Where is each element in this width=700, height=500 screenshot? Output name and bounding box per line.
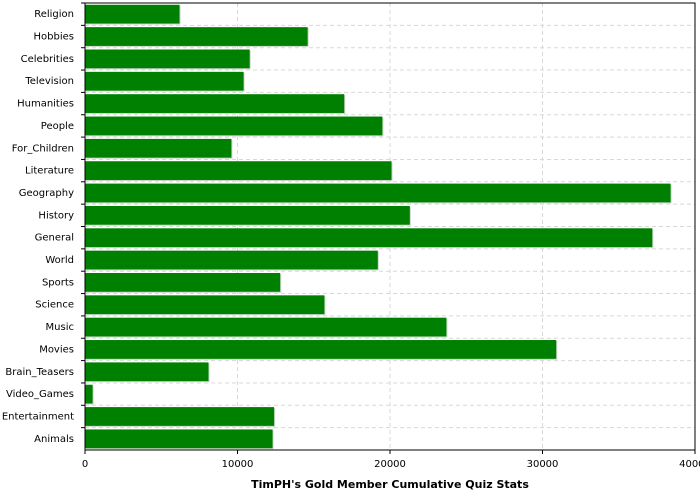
y-tick-label: Music — [46, 322, 74, 333]
bar — [85, 116, 383, 136]
y-tick-label: World — [45, 255, 74, 266]
y-tick-label: Celebrities — [21, 54, 74, 65]
bar — [85, 205, 410, 225]
y-tick-label: Television — [24, 76, 74, 87]
y-tick-label: Brain_Teasers — [5, 367, 74, 378]
y-tick-label: Video_Games — [6, 389, 74, 400]
bar — [85, 161, 392, 181]
bar — [85, 250, 378, 270]
y-tick-label: General — [35, 233, 74, 244]
y-tick-label: Religion — [34, 9, 74, 20]
bar — [85, 183, 671, 203]
bar — [85, 71, 244, 91]
y-tick-label: Hobbies — [34, 32, 74, 43]
x-tick-label: 10000 — [222, 459, 254, 470]
x-tick-label: 20000 — [374, 459, 406, 470]
y-tick-label: Entertainment — [2, 411, 74, 422]
x-tick-label: 0 — [82, 459, 88, 470]
y-tick-label: Animals — [34, 434, 74, 445]
bar — [85, 340, 557, 359]
bar — [85, 4, 180, 24]
y-tick-label: Movies — [39, 344, 74, 355]
y-tick-label: People — [41, 121, 74, 132]
y-tick-label: Sports — [42, 277, 74, 288]
bar — [85, 407, 275, 426]
y-tick-label: History — [38, 210, 74, 221]
bar — [85, 317, 447, 337]
x-axis-title: TimPH's Gold Member Cumulative Quiz Stat… — [251, 478, 529, 491]
bar — [85, 27, 308, 46]
plot-frame — [84, 2, 696, 451]
y-tick-label: Science — [35, 300, 74, 311]
bar — [85, 138, 232, 158]
bar — [85, 295, 325, 315]
x-tick-label: 30000 — [527, 459, 559, 470]
bar — [85, 429, 273, 449]
bar — [85, 272, 281, 292]
y-tick-label: Literature — [25, 166, 74, 177]
bar — [85, 362, 209, 382]
y-tick-label: Humanities — [17, 99, 74, 110]
bar — [85, 49, 250, 69]
bar — [85, 228, 653, 248]
bar — [85, 94, 345, 113]
y-tick-label: For_Children — [12, 143, 74, 154]
bar — [85, 384, 93, 404]
x-tick-label: 40000 — [679, 459, 700, 470]
y-tick-label: Geography — [19, 188, 74, 199]
